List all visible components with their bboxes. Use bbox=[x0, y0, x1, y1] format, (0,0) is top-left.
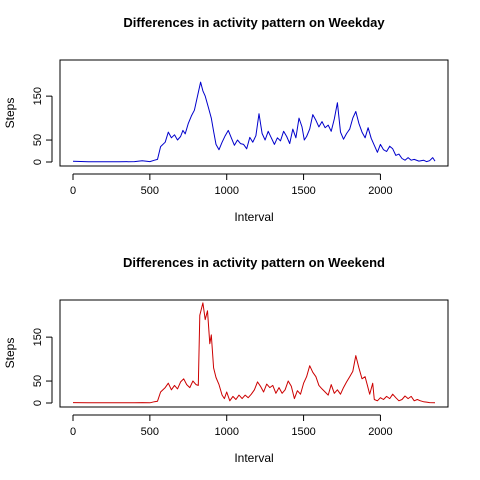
weekend-x-axis-label: Interval bbox=[234, 451, 273, 465]
weekday-x-axis: 0 500 1000 1500 2000 bbox=[70, 173, 393, 197]
weekend-x-tick-label: 2000 bbox=[368, 426, 392, 438]
weekend-chart-title: Differences in activity pattern on Weeke… bbox=[123, 255, 385, 270]
weekend-x-tick-label: 1000 bbox=[214, 426, 238, 438]
weekend-x-tick-label: 0 bbox=[70, 426, 76, 438]
weekend-y-tick-label: 0 bbox=[32, 400, 44, 406]
weekend-y-axis: 0 50 150 bbox=[32, 328, 53, 406]
weekday-y-axis-label: Steps bbox=[3, 98, 17, 129]
weekday-y-axis: 0 50 150 bbox=[32, 87, 53, 165]
weekday-chart-title: Differences in activity pattern on Weekd… bbox=[123, 15, 385, 30]
weekday-y-tick-label: 150 bbox=[32, 87, 44, 105]
weekend-x-tick-label: 500 bbox=[141, 426, 159, 438]
weekend-y-tick-label: 150 bbox=[32, 328, 44, 346]
weekday-x-tick-label: 2000 bbox=[368, 185, 392, 197]
weekend-y-tick-label: 50 bbox=[32, 375, 44, 387]
weekday-x-tick-label: 1000 bbox=[214, 185, 238, 197]
weekday-x-axis-label: Interval bbox=[234, 210, 273, 224]
weekend-y-axis-label: Steps bbox=[3, 338, 17, 369]
weekday-y-tick-label: 0 bbox=[32, 159, 44, 165]
weekday-plot-frame bbox=[59, 59, 449, 167]
weekday-panel: Differences in activity pattern on Weekd… bbox=[3, 15, 449, 224]
weekday-x-tick-label: 0 bbox=[70, 185, 76, 197]
weekday-x-tick-label: 1500 bbox=[291, 185, 315, 197]
weekday-steps-line bbox=[72, 81, 436, 163]
weekend-plot-frame bbox=[59, 299, 449, 408]
weekend-x-tick-label: 1500 bbox=[291, 426, 315, 438]
weekend-panel: Differences in activity pattern on Weeke… bbox=[3, 255, 449, 465]
weekend-x-axis: 0 500 1000 1500 2000 bbox=[70, 414, 393, 438]
weekday-x-tick-label: 500 bbox=[141, 185, 159, 197]
weekend-steps-line bbox=[72, 302, 436, 404]
weekday-y-tick-label: 50 bbox=[32, 134, 44, 146]
